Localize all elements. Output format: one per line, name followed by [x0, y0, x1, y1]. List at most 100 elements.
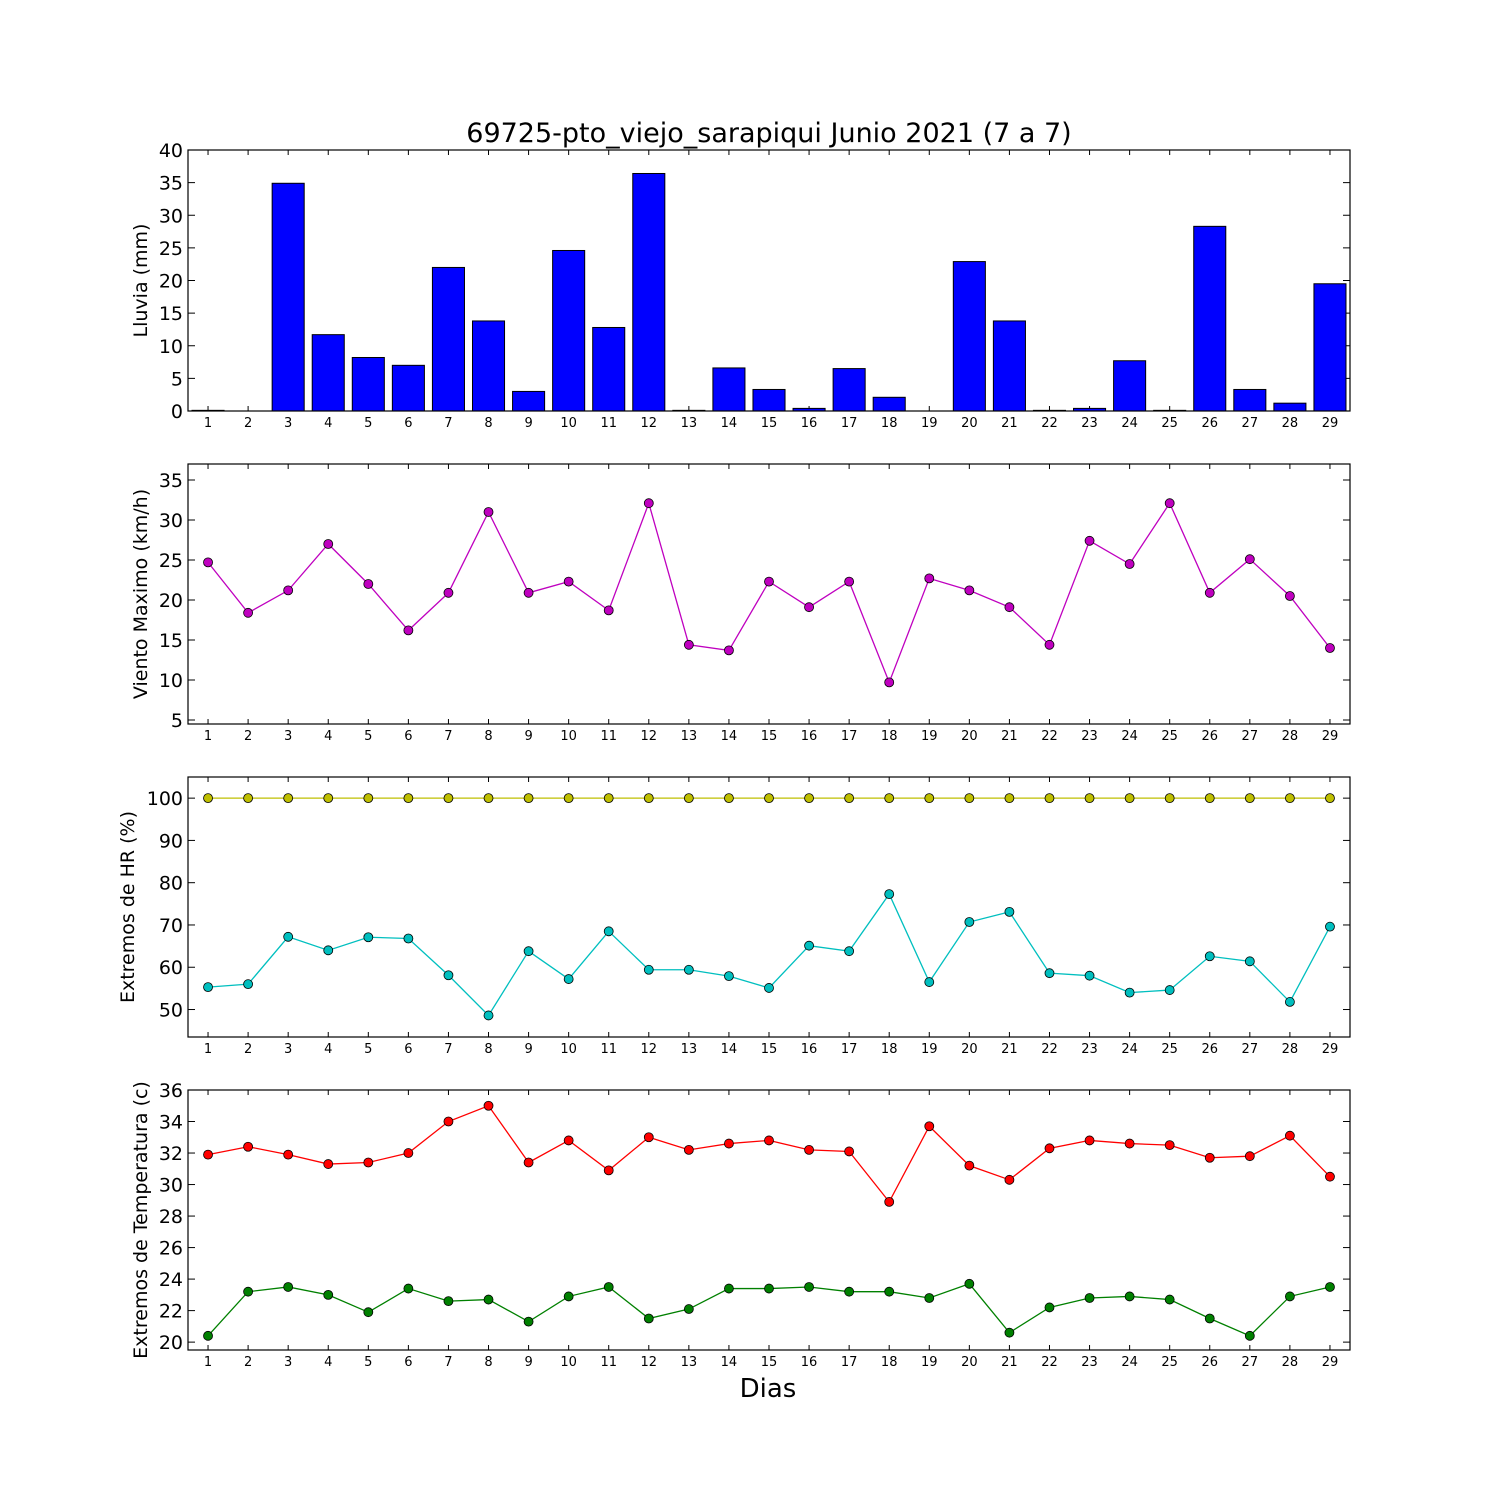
point-s1-day-22 [1044, 639, 1055, 650]
point-s1-day-3 [283, 1149, 294, 1160]
bar-day-21 [992, 320, 1026, 412]
point-s1-day-17 [844, 1146, 855, 1157]
x-tick-label: 15 [761, 416, 778, 431]
x-tick-label: 15 [761, 729, 778, 744]
x-tick-label: 28 [1282, 416, 1299, 431]
bar-day-27 [1233, 388, 1267, 412]
y-tick-label: 50 [159, 1000, 183, 1022]
point-s1-day-11 [603, 1165, 614, 1176]
x-tick-label: 6 [404, 729, 412, 744]
point-s1-day-27 [1244, 554, 1255, 565]
x-tick-label: 25 [1161, 416, 1178, 431]
point-s2-day-20 [964, 917, 975, 927]
point-s2-day-24 [1124, 1291, 1135, 1302]
point-s1-day-23 [1084, 793, 1095, 804]
y-tick-label: 5 [171, 710, 183, 732]
y-tick-label: 28 [159, 1206, 183, 1228]
y-tick-label: 90 [159, 830, 183, 852]
x-tick-label: 12 [641, 729, 658, 744]
point-s1-day-7 [443, 587, 454, 598]
x-tick-label: 19 [921, 416, 938, 431]
point-s2-day-18 [884, 1286, 895, 1297]
x-tick-label: 23 [1081, 416, 1098, 431]
point-s1-day-8 [483, 507, 494, 517]
x-tick-label: 26 [1201, 729, 1218, 744]
x-tick-label: 14 [721, 416, 738, 431]
y-tick-label: 10 [159, 670, 183, 692]
point-s1-day-11 [603, 793, 614, 804]
point-s2-day-10 [563, 1291, 574, 1302]
x-tick-label: 4 [324, 1355, 332, 1370]
x-tick-label: 6 [404, 1042, 412, 1057]
point-s2-day-11 [603, 1282, 614, 1292]
x-tick-label: 9 [524, 1355, 532, 1370]
point-s2-day-27 [1244, 956, 1255, 967]
point-s2-day-23 [1084, 1293, 1095, 1303]
point-s2-day-28 [1284, 1291, 1295, 1302]
y-tick-label: 0 [171, 401, 183, 423]
point-s2-day-11 [603, 926, 614, 937]
point-s1-day-7 [443, 1116, 454, 1127]
series-line-1 [207, 501, 1331, 685]
point-s1-day-1 [203, 793, 213, 804]
point-s2-day-14 [724, 971, 734, 982]
point-s2-day-7 [443, 970, 454, 981]
point-s1-day-23 [1084, 1135, 1095, 1146]
point-s1-day-11 [603, 605, 614, 616]
y-axis-label: Lluvia (mm) [130, 224, 152, 338]
point-s2-day-17 [844, 1286, 855, 1297]
point-s2-day-8 [483, 1010, 494, 1021]
point-s1-day-10 [563, 1135, 574, 1146]
point-s2-day-1 [203, 982, 213, 993]
x-tick-label: 12 [641, 1355, 658, 1370]
x-tick-label: 2 [244, 729, 252, 744]
x-tick-label: 15 [761, 1042, 778, 1057]
point-s1-day-9 [523, 587, 534, 598]
x-tick-label: 20 [961, 416, 978, 431]
point-s1-day-26 [1204, 1152, 1215, 1163]
point-s2-day-13 [683, 964, 694, 975]
point-s1-day-12 [643, 498, 654, 509]
point-s2-day-1 [203, 1330, 213, 1341]
x-tick-label: 11 [600, 1355, 617, 1370]
x-tick-label: 23 [1081, 1042, 1098, 1057]
x-tick-label: 27 [1242, 1042, 1259, 1057]
x-tick-label: 8 [484, 729, 492, 744]
point-s1-day-17 [844, 576, 855, 587]
y-tick-label: 15 [159, 630, 183, 652]
point-s2-day-2 [243, 1286, 254, 1297]
x-tick-label: 13 [681, 1355, 698, 1370]
point-s1-day-21 [1004, 602, 1015, 613]
y-tick-label: 24 [159, 1269, 183, 1291]
x-tick-label: 1 [204, 729, 212, 744]
x-tick-label: 29 [1322, 729, 1339, 744]
point-s1-day-6 [403, 625, 414, 636]
y-tick-label: 35 [159, 173, 183, 195]
x-tick-label: 26 [1201, 1042, 1218, 1057]
point-s2-day-14 [724, 1283, 734, 1294]
point-s1-day-15 [764, 576, 774, 587]
bar-day-24 [1113, 360, 1147, 412]
point-s1-day-9 [523, 1157, 534, 1168]
point-s1-day-20 [964, 1160, 975, 1171]
point-s1-day-5 [363, 1157, 374, 1168]
bar-day-20 [952, 261, 986, 412]
x-tick-label: 24 [1121, 1355, 1138, 1370]
x-tick-label: 3 [284, 1042, 292, 1057]
x-tick-label: 1 [204, 416, 212, 431]
point-s2-day-23 [1084, 970, 1095, 981]
point-s1-day-6 [403, 1148, 414, 1158]
point-s1-day-22 [1044, 793, 1055, 804]
point-s2-day-6 [403, 933, 414, 944]
y-tick-label: 20 [159, 1332, 183, 1354]
point-s2-day-20 [964, 1278, 975, 1289]
point-s1-day-1 [203, 557, 213, 568]
bar-day-11 [592, 326, 626, 412]
x-tick-label: 3 [284, 729, 292, 744]
x-tick-label: 10 [560, 1042, 577, 1057]
y-tick-label: 32 [159, 1143, 183, 1165]
bar-day-18 [872, 396, 906, 412]
point-s1-day-18 [884, 793, 895, 804]
